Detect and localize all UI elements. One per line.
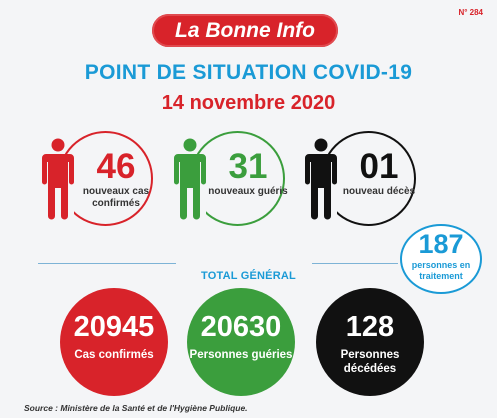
daily-recovered: 31 nouveaux guéris [172, 130, 302, 226]
recovered-value: 31 [228, 147, 268, 186]
brand-banner: La Bonne Info [152, 14, 338, 47]
new-cases-value: 46 [96, 147, 136, 186]
in-treatment-value: 187 [418, 229, 464, 259]
total-confirmed-value: 20945 [73, 311, 155, 343]
totals-title: TOTAL GÉNÉRAL [201, 270, 296, 282]
deaths-value: 01 [359, 147, 399, 186]
daily-new-cases: 46 nouveaux cas confirmés [40, 130, 170, 226]
person-red-icon [42, 138, 74, 220]
deaths-label: nouveau décès [342, 186, 416, 197]
total-deaths: 128 Personnes décédées [316, 288, 424, 396]
recovered-label: nouveaux guéris [208, 186, 288, 197]
source-note: Source : Ministère de la Santé et de l'H… [24, 403, 248, 413]
report-date: 14 novembre 2020 [161, 92, 336, 114]
total-recovered: 20630 Personnes guéries [187, 288, 295, 396]
total-confirmed: 20945 Cas confirmés [60, 288, 168, 396]
in-treatment-label: personnes en traitement [411, 260, 471, 281]
page-title: POINT DE SITUATION COVID-19 [84, 61, 413, 84]
new-cases-label: nouveaux cas confirmés [82, 186, 150, 209]
person-black-icon [305, 138, 337, 220]
total-recovered-label: Personnes guéries [189, 349, 293, 361]
divider-left [38, 263, 176, 264]
issue-number: N° 284 [458, 8, 483, 17]
total-recovered-value: 20630 [200, 311, 282, 343]
in-treatment-badge: 187 personnes en traitement [400, 224, 482, 294]
total-deaths-label: Personnes décédées [340, 349, 400, 375]
total-deaths-value: 128 [345, 311, 395, 343]
daily-deaths: 01 nouveau décès [303, 130, 433, 226]
total-confirmed-label: Cas confirmés [74, 349, 154, 361]
divider-right [312, 263, 398, 264]
person-green-icon [174, 138, 206, 220]
